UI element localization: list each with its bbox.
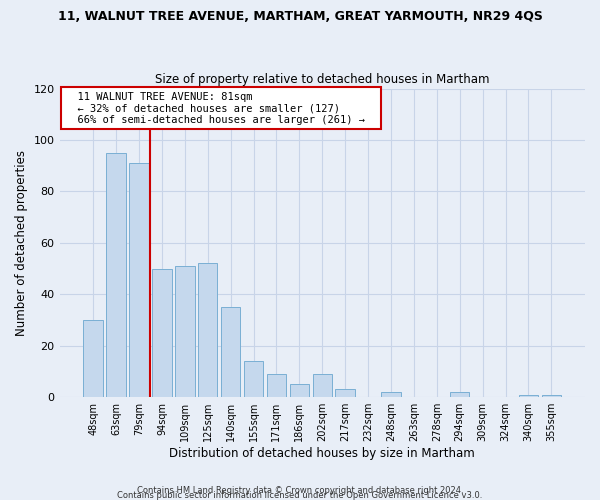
Bar (450, 392, 469, 397)
Bar (129, 163, 149, 397)
Bar (267, 374, 286, 397)
Bar (198, 264, 217, 397)
Bar (83, 320, 103, 397)
Y-axis label: Number of detached properties: Number of detached properties (15, 150, 28, 336)
Bar (152, 268, 172, 397)
Bar (542, 394, 561, 397)
Bar (175, 266, 194, 397)
Bar (381, 392, 401, 397)
Text: 11 WALNUT TREE AVENUE: 81sqm
  ← 32% of detached houses are smaller (127)
  66% : 11 WALNUT TREE AVENUE: 81sqm ← 32% of de… (65, 92, 377, 125)
Text: Contains public sector information licensed under the Open Government Licence v3: Contains public sector information licen… (118, 491, 482, 500)
Bar (290, 384, 309, 397)
Bar (244, 361, 263, 397)
Bar (221, 307, 241, 397)
X-axis label: Distribution of detached houses by size in Martham: Distribution of detached houses by size … (169, 447, 475, 460)
Text: 11, WALNUT TREE AVENUE, MARTHAM, GREAT YARMOUTH, NR29 4QS: 11, WALNUT TREE AVENUE, MARTHAM, GREAT Y… (58, 10, 542, 23)
Text: Contains HM Land Registry data © Crown copyright and database right 2024.: Contains HM Land Registry data © Crown c… (137, 486, 463, 495)
Bar (335, 390, 355, 397)
Title: Size of property relative to detached houses in Martham: Size of property relative to detached ho… (155, 73, 490, 86)
Bar (106, 153, 126, 397)
Bar (519, 394, 538, 397)
Bar (313, 374, 332, 397)
